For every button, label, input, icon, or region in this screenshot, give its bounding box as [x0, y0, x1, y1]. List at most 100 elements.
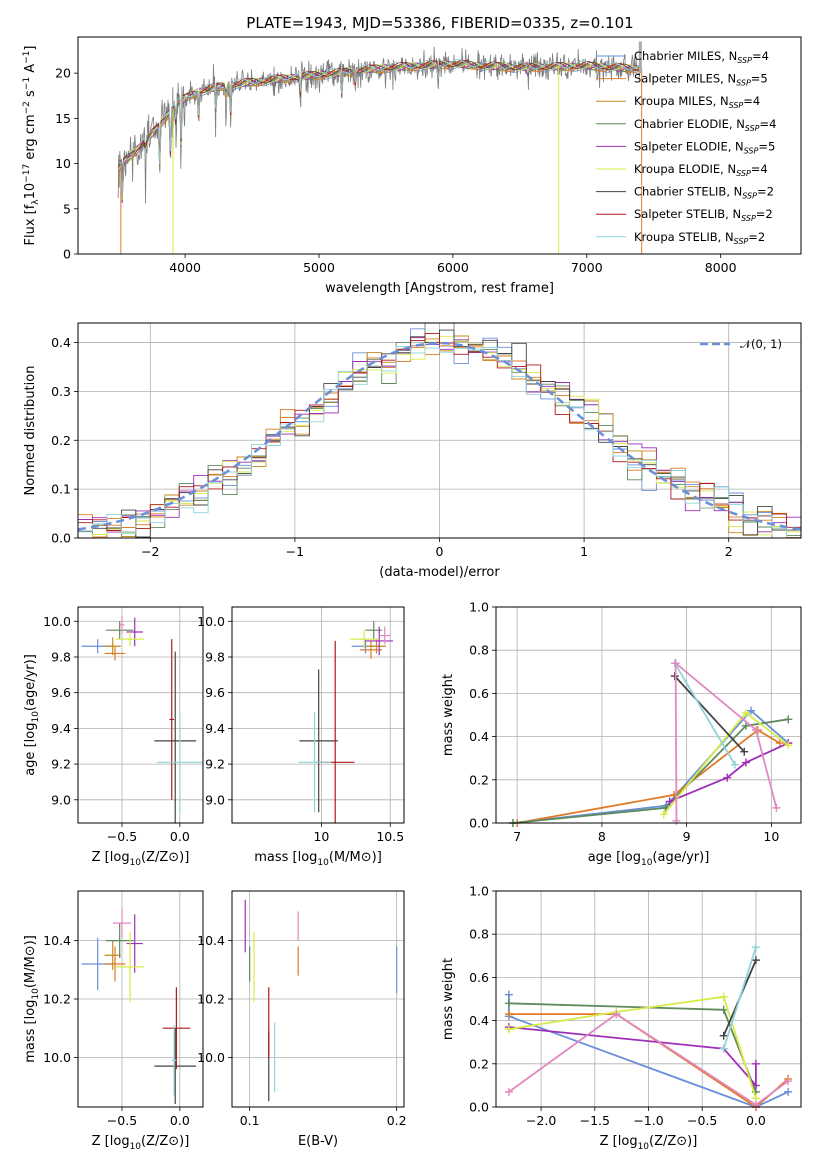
legend-model: Kroupa STELIB, — [634, 230, 725, 244]
model-spectrum-line — [118, 61, 641, 204]
label-part: (M/M⊙)] — [23, 935, 38, 988]
x-tick-label: −1 — [286, 544, 304, 559]
x-tick-label: −1.5 — [580, 1113, 610, 1128]
y-tick-label: 0.0 — [469, 816, 489, 831]
legend-sub: SSP — [741, 214, 756, 223]
weight-series-line — [669, 742, 789, 803]
axes-frame — [231, 606, 405, 824]
weight-lines — [508, 659, 793, 827]
weight-point-marker — [719, 1005, 728, 1014]
y-tick-label: 9.0 — [51, 792, 71, 807]
legend-sub: SSP — [737, 56, 752, 65]
legend-n: N — [727, 72, 736, 86]
label-part: (Z/Z⊙)] — [141, 1134, 189, 1149]
model-spectrum-line — [117, 59, 641, 196]
label-part: 10 — [130, 858, 142, 868]
weight-point-marker — [741, 708, 750, 717]
legend-value: =4 — [743, 94, 760, 108]
label-part: age [log — [588, 850, 641, 865]
y-tick-label: 9.2 — [205, 757, 225, 772]
label-part: Flux [f — [23, 204, 38, 245]
y-tick-label: 10.4 — [43, 933, 71, 948]
y-axis-label: Flux [fλ10−17 erg cm−2 s−1 A−1] — [22, 46, 41, 246]
legend-n: N — [720, 94, 729, 108]
legend-n: N — [736, 117, 745, 131]
weight-point-marker — [784, 715, 793, 724]
legend-n: N — [732, 207, 741, 221]
weight-point-marker — [504, 1025, 513, 1034]
weight-point-marker — [504, 1087, 513, 1096]
label-part: (M/M⊙)] — [329, 850, 382, 865]
model-spectrum-line — [117, 60, 641, 197]
weight-point-marker — [784, 741, 793, 750]
y-tick-label: 5 — [63, 201, 71, 216]
weight-point-marker — [751, 956, 760, 965]
weight-point-marker — [747, 706, 756, 715]
x-tick-label: 10 — [313, 829, 329, 844]
label-part: age [log — [23, 723, 38, 776]
x-tick-label: 0.0 — [170, 829, 190, 844]
error-bars — [244, 899, 398, 1102]
axes-frame — [231, 890, 405, 1108]
label-part: Z [log — [92, 1134, 130, 1149]
legend-value: =4 — [752, 49, 769, 63]
y-tick-label: 10.0 — [43, 1050, 71, 1065]
legend-model: Chabrier STELIB, — [634, 185, 734, 199]
x-tick-label: 10.5 — [376, 829, 404, 844]
weight-point-marker — [751, 1081, 760, 1090]
y-tick-label: 0.8 — [469, 643, 489, 658]
x-tick-label: −0.5 — [687, 1113, 717, 1128]
label-part: −1 — [22, 77, 32, 90]
weight-point-marker — [671, 659, 680, 668]
label-part: Z [log — [600, 1134, 638, 1149]
weight-series-line — [517, 729, 781, 824]
axes-frame — [495, 606, 802, 824]
y-tick-label: 10.0 — [197, 1050, 225, 1065]
x-tick-label: −0.5 — [107, 1113, 137, 1128]
label-part: −1 — [22, 51, 32, 64]
weight-point-marker — [752, 726, 761, 735]
label-part: −17 — [22, 164, 32, 183]
weight-point-marker — [719, 1044, 728, 1053]
legend-entry-label: Kroupa STELIB, NSSP=2 — [634, 230, 765, 246]
y-tick-label: 0.4 — [469, 729, 489, 744]
y-tick-label: 0.6 — [469, 686, 489, 701]
weight-series-line — [508, 1026, 757, 1088]
y-tick-label: 10.0 — [197, 614, 225, 629]
label-part: 10 — [31, 988, 41, 1000]
label-part: mass [log — [23, 1000, 38, 1063]
legend-entry-label: Chabrier ELODIE, NSSP=4 — [634, 117, 776, 133]
legend-entry-label: Chabrier MILES, NSSP=4 — [634, 49, 769, 65]
label-part: 10 — [638, 1142, 650, 1152]
legend-value: =4 — [760, 117, 777, 131]
y-tick-label: 9.4 — [205, 721, 225, 736]
y-tick-label: 20 — [55, 66, 71, 81]
weight-point-marker — [772, 803, 781, 812]
label-part: A — [23, 64, 38, 77]
x-tick-label: 7 — [513, 829, 521, 844]
figure-title: PLATE=1943, MJD=53386, FIBERID=0335, z=0… — [246, 14, 633, 32]
weight-point-marker — [730, 760, 739, 769]
residual-histogram — [78, 333, 801, 538]
y-axis-label: mass weight — [441, 674, 456, 756]
x-axis-label: wavelength [Angstrom, rest frame] — [325, 281, 554, 296]
x-tick-label: −2.0 — [526, 1113, 556, 1128]
weight-point-marker — [659, 810, 668, 819]
x-tick-label: 8000 — [705, 260, 737, 275]
y-tick-label: 9.6 — [205, 685, 225, 700]
legend-value: =5 — [758, 139, 775, 153]
axes-frame — [77, 322, 802, 539]
weight-vs-Z-panel: −2.0 −1.5 −1.0 −0.5 0.0 0.0 0.2 0.4 0.6 0.8 1.0 Z [… — [441, 884, 802, 1152]
weight-point-marker — [665, 797, 674, 806]
weight-series-line — [512, 718, 789, 824]
legend-entry-label: Kroupa MILES, NSSP=4 — [634, 94, 760, 110]
y-tick-label: 9.6 — [51, 685, 71, 700]
weight-lines — [504, 943, 793, 1111]
normal-legend-label: 𝒩(0, 1) — [740, 337, 782, 351]
legend-entry-label: Chabrier STELIB, NSSP=2 — [634, 185, 774, 201]
y-tick-label: 1.0 — [469, 600, 489, 615]
axes-frame — [77, 606, 204, 824]
